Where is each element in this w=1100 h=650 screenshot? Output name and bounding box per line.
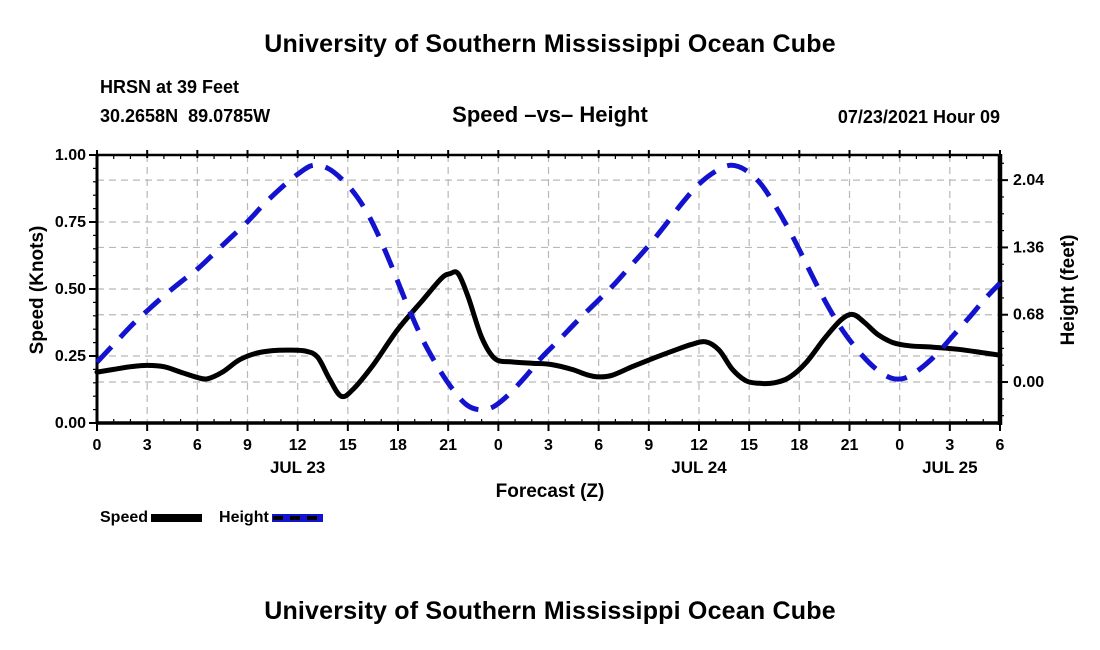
tick-marks <box>89 150 1008 431</box>
speed-line <box>94 269 1003 400</box>
date-label: JUL 23 <box>270 458 325 477</box>
x-tick-label: 3 <box>143 437 152 454</box>
x-tick-label: 6 <box>594 437 603 454</box>
y-right-tick-labels: 0.00 0.68 1.36 2.04 <box>1013 172 1044 391</box>
y-left-tick-label: 1.00 <box>55 147 86 164</box>
x-axis-title: Forecast (Z) <box>495 481 605 502</box>
x-tick-label: 12 <box>289 437 307 454</box>
height-line <box>95 162 1002 413</box>
y-right-tick-label: 0.00 <box>1013 374 1044 391</box>
station-label: HRSN at 39 Feet <box>100 77 240 97</box>
datetime-label: 07/23/2021 Hour 09 <box>837 107 1000 127</box>
y-right-tick-label: 2.04 <box>1013 172 1044 189</box>
height-line-swatch <box>271 514 323 522</box>
date-labels: JUL 23 JUL 24 JUL 25 <box>270 458 978 477</box>
x-tick-label: 3 <box>544 437 553 454</box>
x-tick-label: 9 <box>644 437 653 454</box>
y-axis-right-title: Height (feet) <box>1058 234 1079 346</box>
x-tick-label: 12 <box>690 437 708 454</box>
legend-height-label: Height <box>219 509 269 526</box>
x-tick-label: 21 <box>439 437 457 454</box>
footer-title: University of Southern Mississippi Ocean… <box>264 597 836 625</box>
speed-line-swatch <box>151 514 203 522</box>
y-right-tick-label: 0.68 <box>1013 307 1044 324</box>
y-right-tick-label: 1.36 <box>1013 239 1044 256</box>
coordinates-label: 30.2658N 89.0785W <box>100 106 271 126</box>
legend-speed-label: Speed <box>100 509 149 526</box>
y-left-tick-label: 0.75 <box>55 214 86 231</box>
x-tick-label: 15 <box>740 437 758 454</box>
x-tick-label: 0 <box>494 437 503 454</box>
page-title: University of Southern Mississippi Ocean… <box>264 30 836 58</box>
x-tick-label: 0 <box>93 437 102 454</box>
y-left-tick-label: 0.50 <box>55 281 86 298</box>
x-tick-label: 9 <box>243 437 252 454</box>
x-tick-label: 3 <box>945 437 954 454</box>
y-left-tick-label: 0.00 <box>55 415 86 432</box>
date-label: JUL 25 <box>922 458 977 477</box>
y-left-tick-labels: 0.00 0.25 0.50 0.75 1.00 <box>55 147 86 432</box>
x-tick-label: 6 <box>193 437 202 454</box>
legend: Speed Height <box>100 508 323 528</box>
x-tick-labels: 0 3 6 9 12 15 18 21 0 3 6 9 12 15 18 21 0 3 6 <box>93 437 1005 454</box>
x-tick-label: 21 <box>841 437 859 454</box>
gridlines <box>97 155 1000 423</box>
x-tick-label: 18 <box>790 437 808 454</box>
x-tick-label: 15 <box>339 437 357 454</box>
chart-title: Speed –vs– Height <box>452 102 648 127</box>
x-tick-label: 18 <box>389 437 407 454</box>
y-axis-left-title: Speed (Knots) <box>27 225 48 355</box>
x-tick-label: 6 <box>996 437 1005 454</box>
date-label: JUL 24 <box>671 458 727 477</box>
y-left-tick-label: 0.25 <box>55 348 86 365</box>
x-tick-label: 0 <box>895 437 904 454</box>
